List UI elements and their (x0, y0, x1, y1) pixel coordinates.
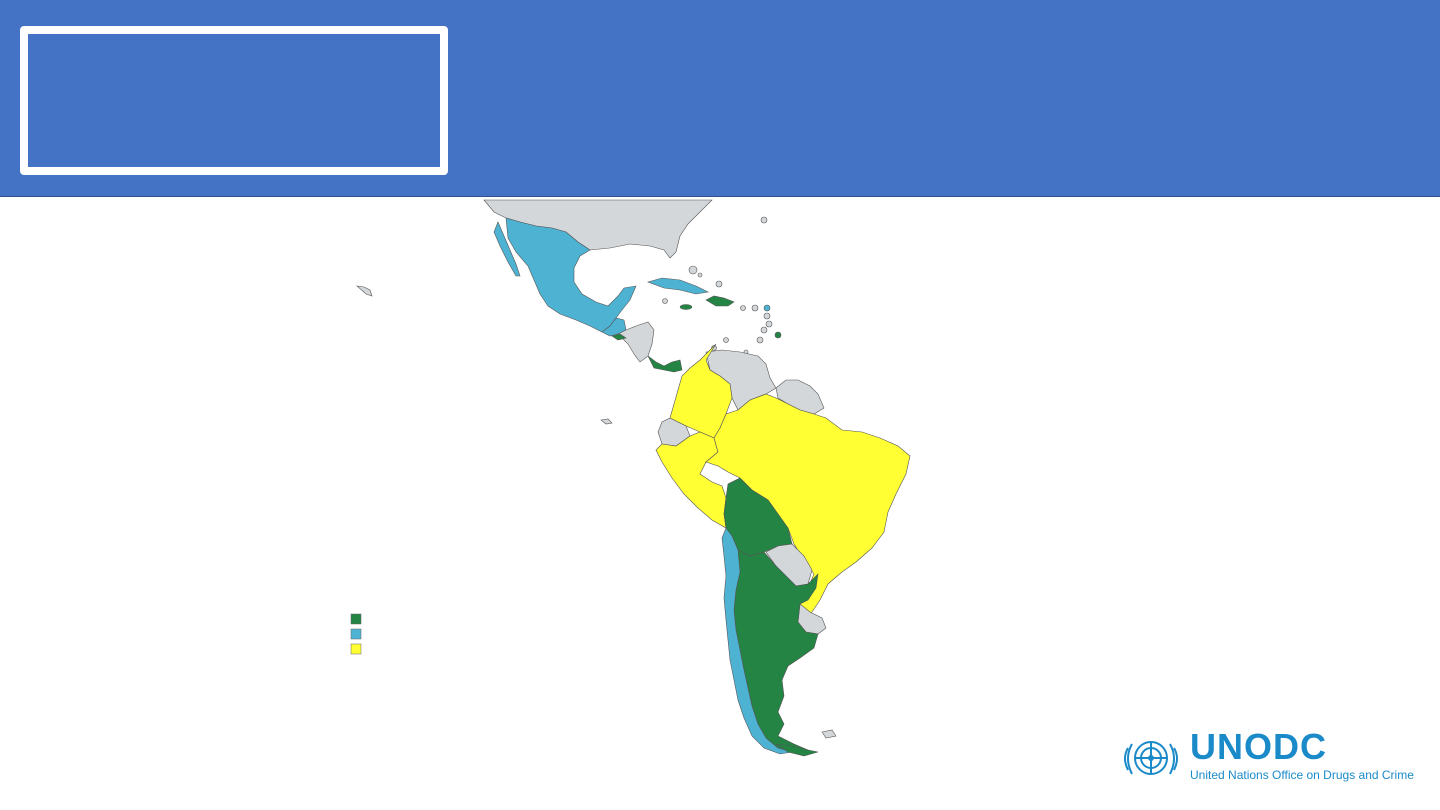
island-galapagos (600, 418, 613, 425)
country-panama (647, 355, 683, 373)
legend-swatch-yellow (350, 643, 362, 655)
caribbean-islands (662, 216, 773, 355)
country-cuba (647, 277, 709, 295)
legend-swatch-blue (350, 628, 362, 640)
unodc-logo: UNODC United Nations Office on Drugs and… (1120, 726, 1430, 786)
country-jamaica (679, 304, 693, 310)
legend (350, 613, 362, 655)
island-falklands (821, 729, 837, 739)
un-emblem-icon (1124, 741, 1178, 775)
country-peru (655, 431, 727, 529)
country-central-america (617, 321, 655, 363)
title-placeholder-box (20, 26, 448, 175)
country-mexico (505, 217, 637, 333)
logo-subtitle: United Nations Office on Drugs and Crime (1190, 768, 1414, 782)
country-mexico-baja (493, 221, 521, 277)
header-banner (0, 0, 1440, 197)
island-pacific-1 (356, 285, 373, 297)
country-tierra-del-fuego (775, 743, 819, 757)
country-hispaniola (705, 295, 735, 307)
island-blue (763, 304, 771, 312)
country-el-salvador (611, 333, 627, 341)
country-guatemala (601, 317, 627, 337)
island-green (774, 331, 782, 339)
legend-swatch-green (350, 613, 362, 625)
logo-name: UNODC (1190, 726, 1327, 767)
